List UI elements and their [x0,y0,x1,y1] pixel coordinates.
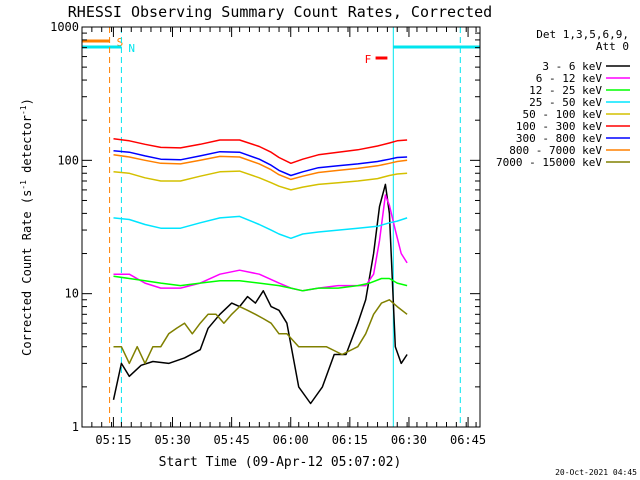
x-tick-label: 05:45 [214,433,250,447]
series-line-1 [113,194,408,292]
legend-entry-label: 7000 - 15000 keV [496,156,602,169]
legend-entry-label: 800 - 7000 keV [509,144,602,157]
x-tick-label: 06:15 [332,433,368,447]
series-line-7 [113,154,408,181]
x-axis-label: Start Time (09-Apr-12 05:07:02) [159,455,402,470]
legend-entry-label: 100 - 300 keV [516,120,602,133]
flag-label-f: F [365,53,372,66]
x-tick-label: 05:30 [154,433,190,447]
chart-title: RHESSI Observing Summary Count Rates, Co… [68,3,492,21]
legend-title: Det 1,3,5,6,9, [536,28,629,41]
vertical-marker-layer [109,27,461,427]
series-line-3 [113,215,408,240]
y-tick-label: 10 [65,287,79,301]
footer-timestamp: 20-Oct-2021 04:45 [555,468,637,477]
x-tick-label: 06:30 [391,433,427,447]
legend-entry-label: 12 - 25 keV [529,84,602,97]
axis-layer: 1 10 100 1000 05:15 05:30 05:45 06:00 06:15 06:30… [50,20,486,447]
flag-label-n: N [128,42,135,55]
y-tick-label: 100 [57,153,79,167]
legend-entry-label: 25 - 50 keV [529,96,602,109]
series-layer [112,138,408,405]
series-line-4 [113,170,408,191]
x-tick-label: 05:15 [95,433,131,447]
legend-entry-label: 300 - 800 keV [516,132,602,145]
y-tick-label: 1000 [50,20,79,34]
series-line-8 [113,299,408,365]
flag-label-s: S [117,36,124,49]
x-tick-label: 06:00 [273,433,309,447]
flag-layer: S N F [82,36,480,66]
series-line-5 [113,138,408,165]
y-axis-label: Corrected Count Rate (s-1 detector-1) [19,98,34,356]
legend-entry-label: 6 - 12 keV [536,72,603,85]
plot-frame [81,26,481,428]
legend-entry-label: 3 - 6 keV [542,60,602,73]
series-line-0 [112,183,408,405]
x-tick-label: 06:45 [450,433,486,447]
legend-entry-label: 50 - 100 keV [523,108,603,121]
y-tick-label: 1 [72,420,79,434]
legend-title: Att 0 [596,40,629,53]
series-line-6 [113,149,408,177]
series-line-2 [113,275,408,292]
